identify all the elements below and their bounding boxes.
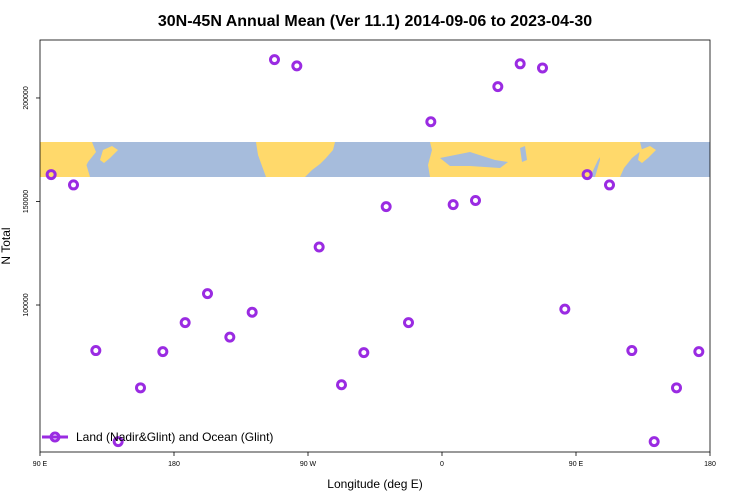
data-point	[671, 382, 682, 394]
x-axis: 90 E 180 90 W 0 90 E 180	[33, 452, 716, 468]
data-points	[45, 54, 705, 448]
data-point	[112, 436, 124, 448]
sea-caspian	[520, 146, 527, 162]
data-point	[559, 303, 571, 315]
x-tick-label: 180	[704, 461, 716, 468]
data-point	[313, 241, 325, 253]
x-tick-label: 90 W	[300, 461, 317, 468]
land-japan-east	[638, 146, 656, 163]
x-tick-label: 90 E	[33, 461, 48, 468]
data-point	[269, 54, 280, 66]
data-point	[403, 317, 414, 329]
data-point	[45, 169, 57, 181]
y-axis: 100000 150000 200000	[23, 86, 40, 317]
y-tick-label: 150000	[23, 190, 30, 213]
x-tick-label: 180	[168, 461, 180, 468]
land-europe-africa-asia	[428, 142, 605, 177]
data-point	[425, 116, 437, 128]
data-point	[179, 317, 191, 329]
data-point	[581, 169, 593, 181]
x-tick-label: 90 E	[569, 461, 584, 468]
data-point	[336, 379, 347, 391]
legend-marker	[49, 431, 61, 443]
y-axis-label: N Total	[0, 227, 13, 264]
plot-frame	[39, 39, 711, 453]
data-point	[447, 199, 459, 211]
data-point	[693, 346, 705, 358]
data-point	[90, 345, 102, 357]
data-point	[224, 331, 236, 343]
chart-title: 30N-45N Annual Mean (Ver 11.1) 2014-09-0…	[158, 13, 592, 30]
data-point	[537, 62, 548, 74]
y-tick-label: 200000	[23, 86, 30, 109]
data-point	[246, 306, 258, 318]
x-axis-label: Longitude (deg E)	[327, 477, 422, 491]
data-point	[470, 194, 481, 206]
data-point	[157, 346, 169, 358]
data-point	[68, 179, 79, 191]
data-point	[135, 382, 146, 394]
legend-label: Land (Nadir&Glint) and Ocean (Glint)	[76, 430, 273, 444]
map-band	[40, 142, 710, 177]
land-east-asia	[595, 142, 642, 177]
data-point	[202, 288, 213, 300]
data-point	[358, 347, 370, 359]
sea-mediterranean	[440, 152, 508, 168]
legend: Land (Nadir&Glint) and Ocean (Glint)	[42, 430, 273, 444]
data-point	[291, 60, 303, 72]
data-point	[380, 201, 392, 213]
land-japan	[100, 146, 118, 163]
data-point	[648, 436, 660, 448]
y-tick-label: 100000	[23, 293, 30, 316]
data-point	[626, 345, 638, 357]
land-north-america	[256, 142, 335, 177]
x-tick-label: 0	[440, 461, 444, 468]
data-point	[492, 81, 504, 93]
data-point	[604, 179, 615, 191]
data-point	[514, 58, 526, 70]
land-china-coast	[40, 142, 96, 177]
